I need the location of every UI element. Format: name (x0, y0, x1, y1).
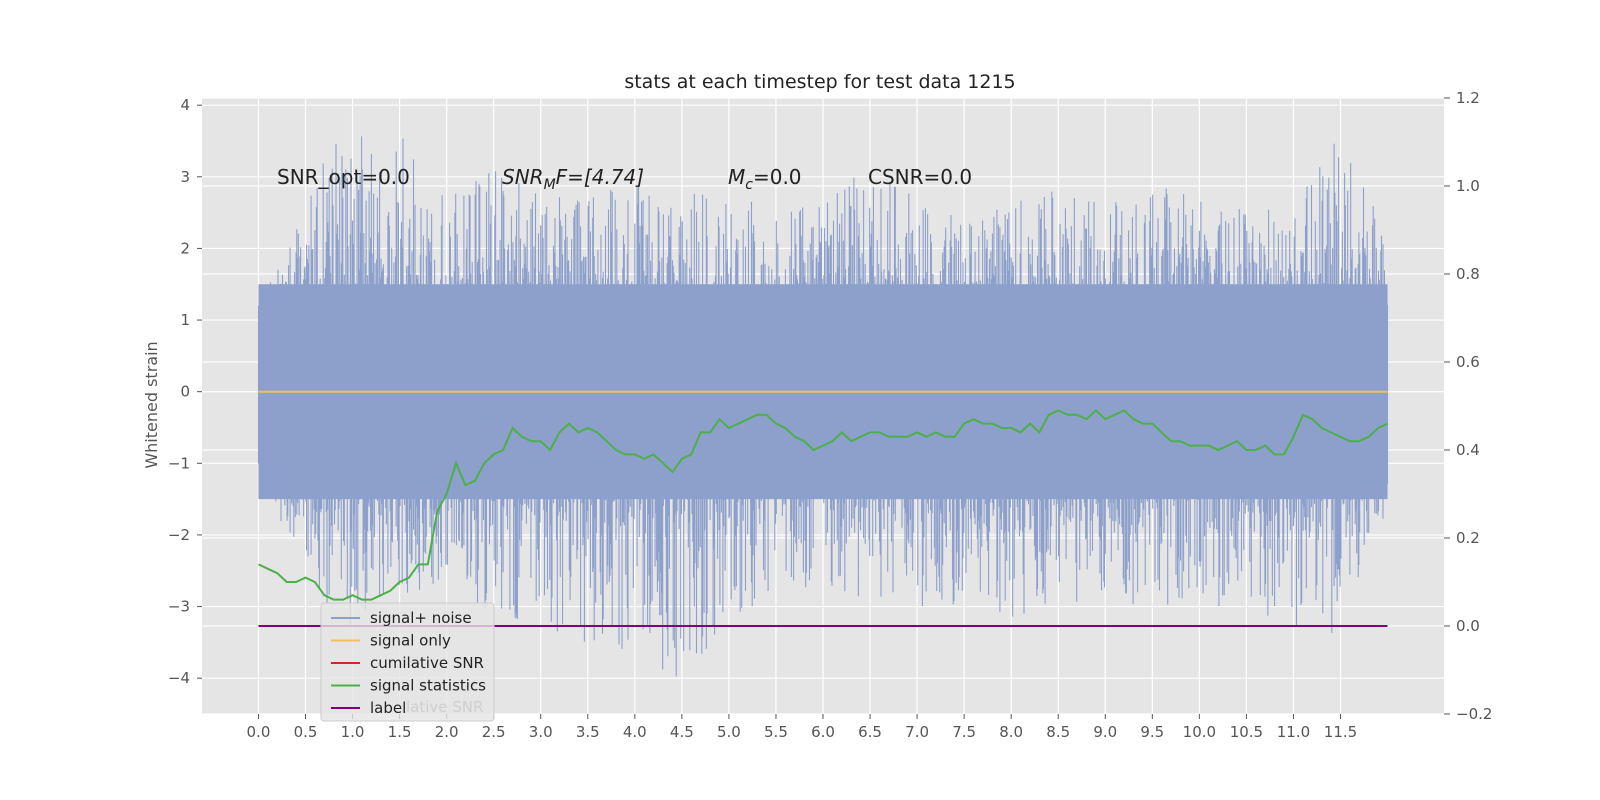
annotation-snr-mf-value: F=[4.74] (556, 165, 644, 189)
legend-label: signal+ noise (370, 609, 472, 627)
x-tick-label: 7.0 (905, 723, 929, 741)
annotation-mc-symbol: M (728, 165, 745, 189)
x-tick-label: 11.5 (1324, 723, 1357, 741)
y-right-tick-label: 1.2 (1456, 89, 1480, 107)
annotation-mc: Mc=0.0 (728, 165, 802, 193)
annotation-snr-mf-subscript: M (544, 177, 556, 193)
x-tick-label: 4.5 (670, 723, 694, 741)
legend: signal+ noise signal only cumilative SNR si… (320, 602, 495, 722)
chart-title: stats at each timestep for test data 121… (624, 71, 1015, 93)
x-tick-label: 6.0 (811, 723, 835, 741)
annotation-mc-value: =0.0 (753, 165, 802, 189)
annotation-snr-mf: SNRMF=[4.74] (502, 165, 644, 193)
x-tick-label: 10.0 (1183, 723, 1216, 741)
y-axis-label: Whitened strain (142, 341, 161, 468)
annotation-snr-opt: SNR_opt=0.0 (277, 165, 410, 189)
y-tick-label: 3 (180, 168, 190, 186)
x-tick-label: 11.0 (1277, 723, 1310, 741)
y-tick-label: 2 (180, 239, 190, 257)
y-tick-label: 0 (180, 383, 190, 401)
y-right-tick-label: 0.2 (1456, 529, 1480, 547)
annotation-snr-mf-symbol: SNR (502, 165, 544, 189)
x-tick-label: 5.5 (764, 723, 788, 741)
x-tick-label: 2.0 (435, 723, 459, 741)
series-line-signal-statistics (258, 409, 1388, 601)
y-right-tick-label: 0.4 (1456, 441, 1480, 459)
annotations: SNR_opt=0.0 SNRMF=[4.74] Mc=0.0 CSNR=0.0 (277, 165, 972, 193)
x-tick-label: 8.5 (1046, 723, 1070, 741)
y-tick-label: 1 (180, 311, 190, 329)
x-tick-label: 8.0 (999, 723, 1023, 741)
y-right-tick-label: −0.2 (1456, 705, 1492, 723)
legend-label: label (370, 699, 406, 717)
y-tick-label: 4 (180, 96, 190, 114)
legend-box (320, 602, 495, 722)
legend-label: signal statistics (370, 677, 486, 695)
annotation-csnr: CSNR=0.0 (868, 165, 972, 189)
legend-hidden-text: lative SNR (406, 698, 483, 716)
x-tick-label: 5.0 (717, 723, 741, 741)
legend-label: signal only (370, 632, 451, 650)
x-tick-label: 3.0 (529, 723, 553, 741)
x-tick-label: 9.5 (1140, 723, 1164, 741)
x-tick-label: 4.0 (623, 723, 647, 741)
y-tick-label: −4 (168, 669, 190, 687)
y-right-tick-label: 0.6 (1456, 353, 1480, 371)
x-tick-label: 1.5 (388, 723, 412, 741)
y-tick-label: −1 (168, 454, 190, 472)
x-tick-label: 3.5 (576, 723, 600, 741)
x-tick-label: 0.0 (247, 723, 271, 741)
x-tick-label: 0.5 (294, 723, 318, 741)
x-tick-label: 10.5 (1230, 723, 1263, 741)
y-right-tick-label: 0.8 (1456, 265, 1480, 283)
y-axis-left: 4 3 2 1 0 −1 −2 −3 −4 (168, 96, 202, 687)
y-tick-label: −3 (168, 598, 190, 616)
y-axis-right: 1.2 1.0 0.8 0.6 0.4 0.2 0.0 −0.2 (1444, 89, 1492, 723)
x-tick-label: 2.5 (482, 723, 506, 741)
x-axis: 0.0 0.5 1.0 1.5 2.0 2.5 3.0 3.5 4.0 4.5 5.0 5.5 6.0 6… (247, 714, 1357, 741)
annotation-mc-subscript: c (745, 177, 753, 193)
x-tick-label: 6.5 (858, 723, 882, 741)
x-tick-label: 9.0 (1093, 723, 1117, 741)
y-right-tick-label: 1.0 (1456, 177, 1480, 195)
y-right-tick-label: 0.0 (1456, 617, 1480, 635)
x-tick-label: 7.5 (952, 723, 976, 741)
y-tick-label: −2 (168, 526, 190, 544)
legend-label: cumilative SNR (370, 654, 484, 672)
x-tick-label: 1.0 (341, 723, 365, 741)
